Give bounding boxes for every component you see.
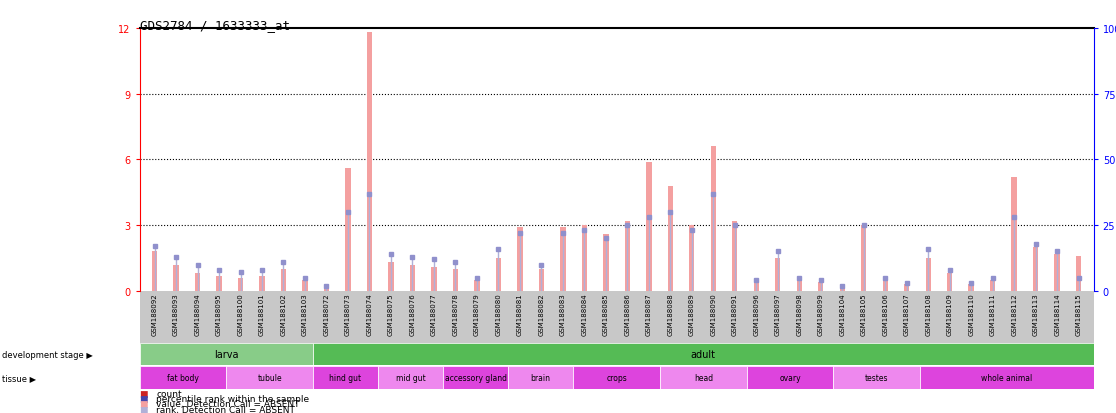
Text: head: head xyxy=(694,373,713,382)
Text: tubule: tubule xyxy=(258,373,282,382)
Text: ■: ■ xyxy=(140,389,148,398)
Text: ■: ■ xyxy=(140,399,148,408)
Bar xyxy=(925,259,931,291)
Bar xyxy=(862,225,866,291)
Bar xyxy=(140,343,312,366)
Bar xyxy=(367,33,372,291)
Text: larva: larva xyxy=(214,349,239,359)
Text: tissue ▶: tissue ▶ xyxy=(2,373,37,382)
Text: adult: adult xyxy=(691,349,715,359)
Text: rank, Detection Call = ABSENT: rank, Detection Call = ABSENT xyxy=(156,405,295,413)
Text: ■: ■ xyxy=(140,394,148,403)
Text: testes: testes xyxy=(865,373,888,382)
Text: accessory gland: accessory gland xyxy=(444,373,507,382)
Bar xyxy=(227,366,312,389)
Bar xyxy=(1055,254,1060,291)
Text: fat body: fat body xyxy=(167,373,199,382)
Bar xyxy=(1076,256,1081,291)
Bar xyxy=(474,280,480,291)
Text: ■: ■ xyxy=(140,405,148,413)
Text: hind gut: hind gut xyxy=(329,373,362,382)
Bar xyxy=(753,282,759,291)
Bar xyxy=(883,280,888,291)
Text: crops: crops xyxy=(606,373,627,382)
Bar xyxy=(747,366,834,389)
Bar xyxy=(1033,247,1038,291)
Bar xyxy=(431,267,436,291)
Bar xyxy=(560,228,566,291)
Bar xyxy=(238,278,243,291)
Bar xyxy=(140,366,227,389)
Bar xyxy=(324,287,329,291)
Bar xyxy=(689,225,694,291)
Text: brain: brain xyxy=(531,373,550,382)
Text: ovary: ovary xyxy=(779,373,801,382)
Bar xyxy=(1011,178,1017,291)
Bar xyxy=(625,221,631,291)
Bar xyxy=(904,285,910,291)
Text: value, Detection Call = ABSENT: value, Detection Call = ABSENT xyxy=(156,399,300,408)
Bar xyxy=(990,280,995,291)
Bar xyxy=(312,343,1094,366)
Bar xyxy=(453,269,458,291)
Bar xyxy=(217,276,222,291)
Text: GDS2784 / 1633333_at: GDS2784 / 1633333_at xyxy=(140,19,289,31)
Text: whole animal: whole animal xyxy=(981,373,1032,382)
Bar xyxy=(378,366,443,389)
Bar xyxy=(921,366,1094,389)
Bar xyxy=(574,366,660,389)
Bar xyxy=(818,282,824,291)
Text: development stage ▶: development stage ▶ xyxy=(2,350,93,358)
Bar xyxy=(152,252,157,291)
Bar xyxy=(195,274,200,291)
Bar xyxy=(281,269,286,291)
Bar xyxy=(517,228,522,291)
Bar xyxy=(443,366,508,389)
Bar xyxy=(410,265,415,291)
Bar xyxy=(667,186,673,291)
Bar xyxy=(508,366,574,389)
Bar xyxy=(302,280,308,291)
Bar xyxy=(496,259,501,291)
Text: count: count xyxy=(156,389,182,398)
Bar xyxy=(797,280,802,291)
Bar xyxy=(834,366,921,389)
Bar xyxy=(345,169,350,291)
Bar xyxy=(969,285,974,291)
Bar xyxy=(947,274,952,291)
Bar xyxy=(388,263,394,291)
Bar xyxy=(312,366,378,389)
Bar xyxy=(839,287,845,291)
Bar xyxy=(539,269,545,291)
Bar xyxy=(173,265,179,291)
Bar xyxy=(711,147,716,291)
Bar xyxy=(603,234,608,291)
Bar xyxy=(660,366,747,389)
Text: mid gut: mid gut xyxy=(396,373,425,382)
Text: percentile rank within the sample: percentile rank within the sample xyxy=(156,394,309,403)
Bar xyxy=(259,276,264,291)
Bar xyxy=(646,162,652,291)
Bar xyxy=(581,225,587,291)
Bar xyxy=(732,221,738,291)
Bar xyxy=(776,259,780,291)
